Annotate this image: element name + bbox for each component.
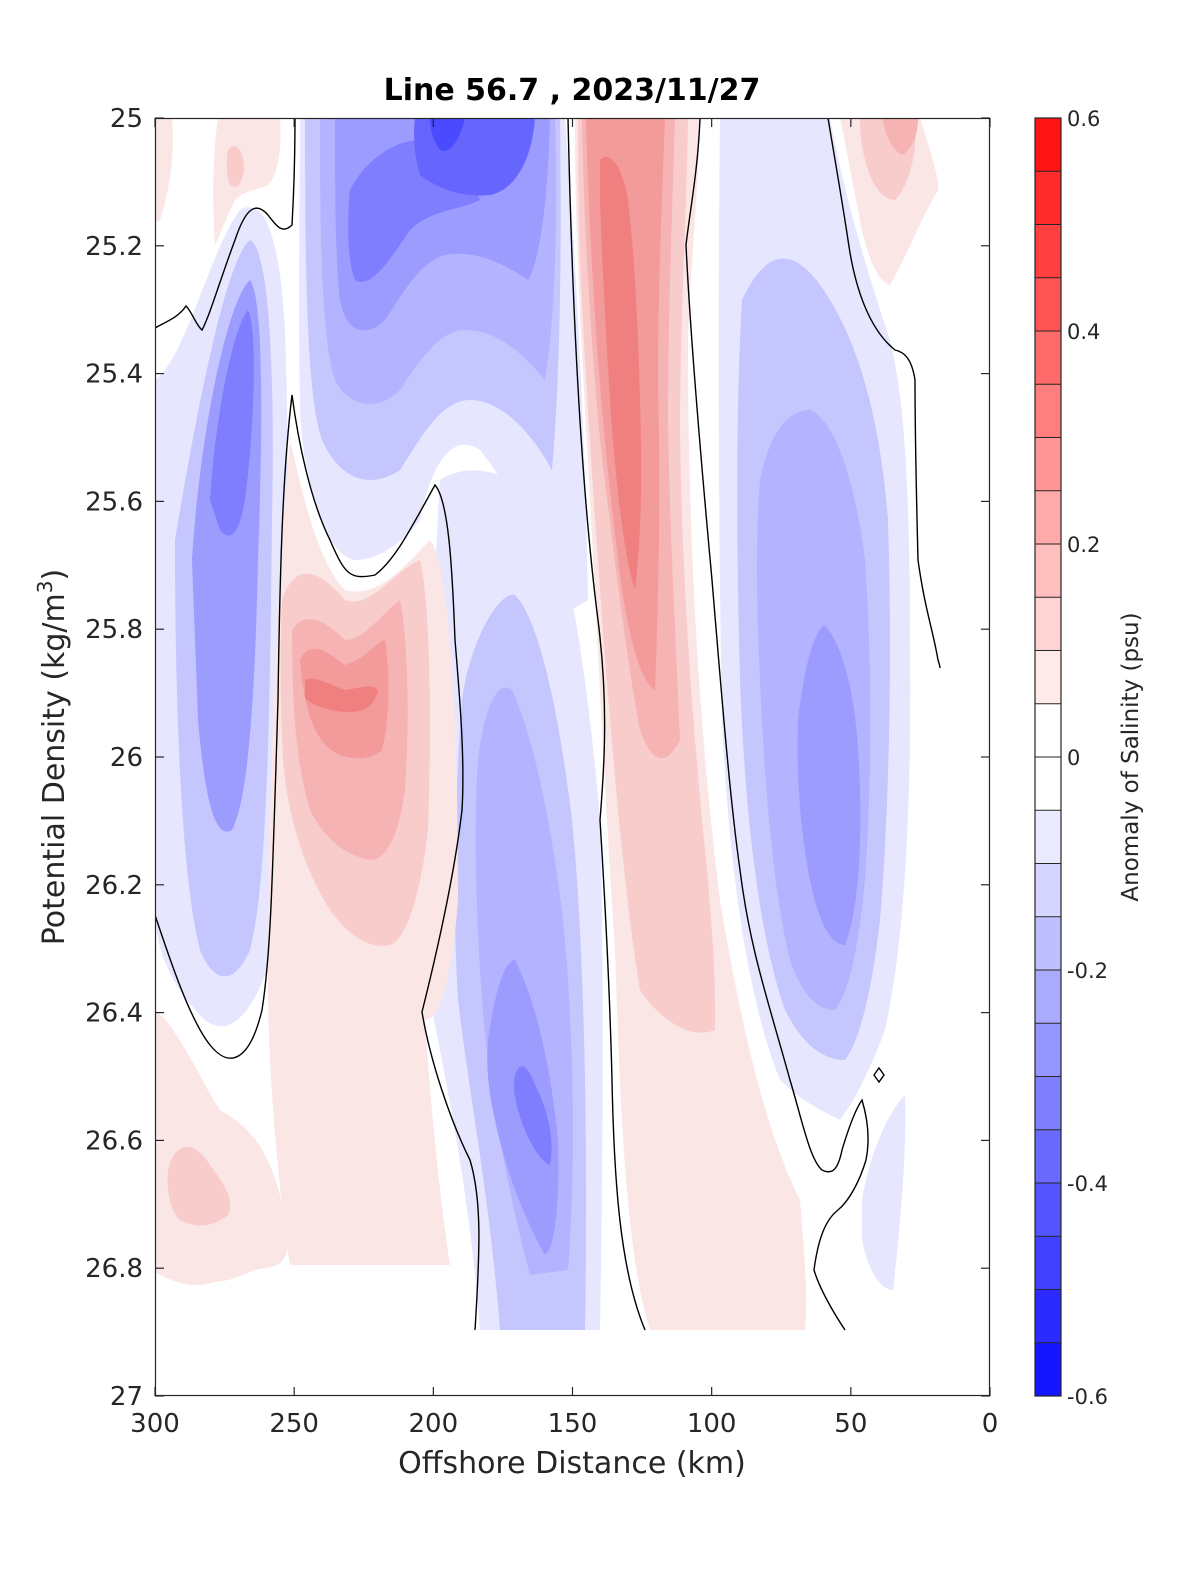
colorbar-segment [1035,1289,1061,1344]
colorbar-segment [1035,1129,1061,1184]
y-tick-label: 25.6 [85,487,143,517]
x-tick-label: 300 [130,1409,180,1439]
y-tick-label: 25.2 [85,232,143,262]
zero-contour-line [155,118,296,332]
y-tick-label: 26 [110,743,143,773]
colorbar-ticks: 0.6 0.4 0.2 0 -0.2 -0.4 -0.6 [1067,107,1108,1409]
anomaly-region [305,678,378,712]
colorbar-segment [1035,863,1061,918]
colorbar-segment [1035,1076,1061,1131]
anomaly-region [862,1095,906,1290]
zero-contour-line [827,118,941,669]
colorbar-segment [1035,703,1061,758]
y-axis-label-sup: 3 [33,580,57,593]
x-tick-label: 150 [548,1409,598,1439]
colorbar-segment [1035,970,1061,1024]
zero-contour-line [685,118,869,1331]
y-tick-label: 26.6 [85,1126,143,1156]
x-axis-label: Offshore Distance (km) [398,1446,746,1481]
colorbar-segment [1035,118,1061,172]
x-tick-label: 100 [687,1409,737,1439]
anomaly-region [882,118,918,155]
y-axis: 25 25.2 25.4 25.6 25.8 26 26.2 26.4 26.6 26.8 27 [85,104,990,1412]
colorbar-label: Anomaly of Salinity (psu) [1118,612,1144,901]
colorbar-segment [1035,437,1061,492]
colorbar-segment [1035,1023,1061,1077]
contour-field [155,118,990,1396]
colorbar-segment [1035,1236,1061,1290]
colorbar-segment [1035,331,1061,385]
y-tick-label: 25.4 [85,360,143,390]
anomaly-region [155,118,173,222]
anomaly-region [514,1066,552,1165]
y-tick-label: 25 [110,104,143,134]
zero-contour-line [155,394,480,1331]
chart-title: Line 56.7 , 2023/11/27 [384,73,761,108]
colorbar-tick-label: -0.6 [1067,1385,1108,1409]
colorbar-tick-label: -0.4 [1067,1172,1108,1196]
zero-contour-line [873,1066,885,1084]
colorbar-segment [1035,810,1061,864]
anomaly-region [167,1146,231,1226]
y-axis-label: Potential Density (kg/m3) [33,569,72,945]
colorbar-tick-label: 0 [1067,746,1080,770]
y-tick-label: 27 [110,1382,143,1412]
anomaly-region [210,310,254,536]
anomaly-region [797,625,861,945]
colorbar-tick-label: 0.6 [1067,107,1100,131]
anomaly-region [840,118,939,285]
colorbar-segment [1035,171,1061,225]
y-axis-label-end: ) [37,569,72,581]
y-tick-label: 26.4 [85,999,143,1029]
x-tick-label: 0 [982,1409,999,1439]
colorbar-tick-label: 0.4 [1067,320,1100,344]
zero-contour-line [567,118,646,1331]
colorbar-tick-label: 0.2 [1067,533,1100,557]
colorbar-segment [1035,384,1061,438]
colorbar-segment [1035,224,1061,279]
colorbar-segment [1035,490,1061,545]
y-axis-label-main: Potential Density (kg/m [37,593,72,945]
colorbar-segment [1035,277,1061,332]
y-tick-label: 26.2 [85,871,143,901]
x-tick-label: 250 [269,1409,319,1439]
x-tick-label: 200 [409,1409,459,1439]
x-tick-label: 50 [834,1409,867,1439]
colorbar-frame [1034,117,1062,1397]
colorbar-segment [1035,1183,1061,1237]
colorbar-segment [1035,1342,1061,1397]
y-tick-label: 26.8 [85,1254,143,1284]
colorbar-segment [1035,650,1061,705]
colorbar [1034,117,1062,1397]
colorbar-tick-label: -0.2 [1067,959,1108,983]
x-axis: 300 250 200 150 100 50 0 [130,118,998,1439]
colorbar-segment [1035,916,1061,971]
colorbar-segment [1035,597,1061,651]
anomaly-region [600,156,642,591]
colorbar-segment [1035,757,1061,811]
colorbar-segment [1035,544,1061,598]
y-tick-label: 25.8 [85,615,143,645]
anomaly-region [430,118,465,151]
anomaly-region [226,146,244,187]
zero-contours [155,118,941,1331]
